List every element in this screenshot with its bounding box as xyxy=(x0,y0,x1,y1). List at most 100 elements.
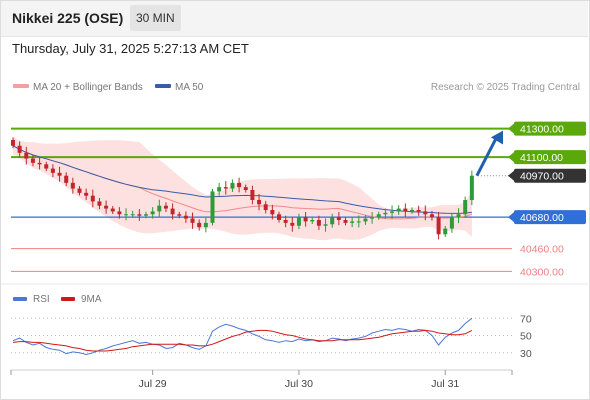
candle xyxy=(104,200,109,214)
level-label: 41300.00 xyxy=(520,124,564,136)
candle xyxy=(403,203,408,217)
candle-body xyxy=(197,222,202,228)
interval-button[interactable]: 30 MIN xyxy=(130,5,181,31)
candle-body xyxy=(396,208,401,212)
candle-body xyxy=(449,217,454,229)
bollinger-bands xyxy=(13,137,472,241)
candle-body xyxy=(237,182,242,188)
candle-body xyxy=(403,208,408,212)
level-label-pointer xyxy=(508,212,514,223)
candle-body xyxy=(330,217,335,225)
level-label-pointer xyxy=(508,123,514,134)
candle-body xyxy=(217,187,222,192)
candle-body xyxy=(223,187,228,189)
candle-body xyxy=(243,187,248,190)
candle-body xyxy=(144,214,148,216)
candle xyxy=(137,209,142,221)
legend-swatch-rsi xyxy=(13,297,27,301)
candle-body xyxy=(163,205,168,209)
candle xyxy=(30,155,35,167)
arrow-shaft xyxy=(475,135,499,177)
candle-body xyxy=(263,204,268,210)
candle-body xyxy=(250,190,255,200)
candle xyxy=(124,208,129,221)
candle-body xyxy=(117,211,122,215)
x-tick-label: Jul 29 xyxy=(139,378,167,390)
candle-body xyxy=(70,182,75,189)
candle-body xyxy=(277,214,281,220)
candle-body xyxy=(343,220,348,223)
candle xyxy=(110,206,115,214)
candle-body xyxy=(436,217,441,235)
candle-body xyxy=(429,214,434,218)
moving-averages xyxy=(12,145,473,220)
candle xyxy=(197,219,202,231)
candle xyxy=(44,161,49,172)
rsi-grid xyxy=(11,317,512,354)
candle-body xyxy=(310,220,315,222)
candle xyxy=(323,218,328,232)
level-label: 40300.00 xyxy=(520,266,564,278)
candle xyxy=(316,215,321,230)
x-axis-ticks: Jul 29 Jul 30 Jul 31 xyxy=(10,370,513,390)
candle xyxy=(250,185,255,205)
candle xyxy=(84,188,89,200)
legend-label-9ma: 9MA xyxy=(81,294,102,305)
candle-body xyxy=(416,210,421,212)
candle-body xyxy=(456,214,461,218)
rsi-lines xyxy=(12,317,473,356)
candle-body xyxy=(57,172,62,176)
candle-body xyxy=(410,210,414,212)
candle-body xyxy=(443,228,448,235)
candle xyxy=(217,182,222,196)
candle-body xyxy=(270,210,275,215)
level-label-bg xyxy=(514,150,586,165)
candle xyxy=(310,217,315,224)
candle xyxy=(163,202,168,212)
candle xyxy=(449,212,454,233)
candle-body xyxy=(383,212,388,215)
candle xyxy=(190,212,195,229)
candle xyxy=(416,205,421,216)
candle-body xyxy=(376,214,381,218)
candle-body xyxy=(469,175,474,200)
candle-body xyxy=(77,188,82,193)
x-tick-label: Jul 30 xyxy=(285,378,313,390)
level-label: 40680.00 xyxy=(520,212,564,224)
candle xyxy=(230,179,235,192)
candle xyxy=(363,215,368,225)
candle-body xyxy=(157,205,162,212)
candles xyxy=(11,137,474,240)
candle-body xyxy=(203,222,208,228)
rsi-ma-line xyxy=(12,329,473,352)
candle xyxy=(370,212,375,224)
candle-body xyxy=(350,221,355,223)
candle xyxy=(57,166,62,182)
price-levels xyxy=(11,127,512,272)
candle xyxy=(263,200,268,214)
candle xyxy=(177,211,182,219)
level-label-bg xyxy=(514,121,586,136)
candle xyxy=(290,216,295,232)
candle xyxy=(223,181,228,195)
candle-body xyxy=(183,215,188,219)
candle xyxy=(183,211,188,223)
level-label-pointer xyxy=(508,152,514,163)
candle-body xyxy=(24,152,29,159)
candle xyxy=(117,207,122,219)
candle-body xyxy=(423,211,428,215)
candle-body xyxy=(290,222,295,226)
candle-body xyxy=(170,208,175,215)
chart-header: Nikkei 225 (OSE) 30 MIN xyxy=(0,0,588,37)
candle xyxy=(396,205,401,215)
candle xyxy=(436,212,441,240)
x-tick-label: Jul 31 xyxy=(431,378,459,390)
candle-body xyxy=(336,217,341,220)
candle-body xyxy=(363,218,368,222)
candle-body xyxy=(64,175,69,183)
candle xyxy=(17,141,22,158)
level-label: 40970.00 xyxy=(520,171,564,183)
bollinger-band-area xyxy=(13,137,472,241)
candle xyxy=(11,137,15,149)
